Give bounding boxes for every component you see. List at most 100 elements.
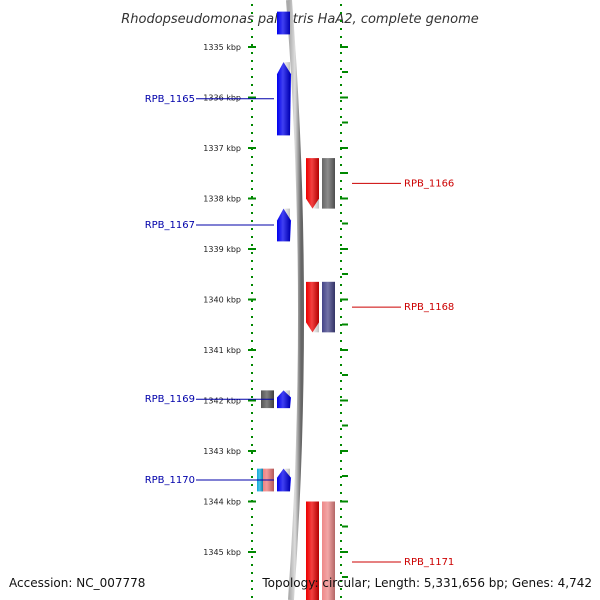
scale-dot [251, 548, 253, 550]
scale-dot [251, 4, 253, 6]
scale-dot [340, 124, 342, 126]
scale-dot [251, 380, 253, 382]
gene-rpb-1166-label[interactable]: RPB_1166 [404, 178, 454, 189]
scale-minor-tick [342, 475, 348, 477]
scale-dot [251, 372, 253, 374]
scale-tick-right [340, 147, 348, 149]
scale-dot [340, 516, 342, 518]
scale-dot [340, 476, 342, 478]
scale-dot [340, 236, 342, 238]
scale-minor-tick [342, 273, 348, 275]
scale-dot [251, 556, 253, 558]
scale-dot [251, 572, 253, 574]
scale-dot [251, 460, 253, 462]
genome-summary-text: Topology: circular; Length: 5,331,656 bp… [261, 576, 592, 590]
scale-dot [251, 252, 253, 254]
scale-dot [340, 468, 342, 470]
scale-tick-left [248, 349, 256, 351]
gene-rpb-1167[interactable] [277, 208, 291, 242]
scale-dot [340, 60, 342, 62]
scale-dot [340, 436, 342, 438]
scale-minor-tick [342, 222, 348, 225]
scale-tick-right [340, 248, 348, 250]
scale-dot [340, 572, 342, 574]
scale-tick-left [248, 46, 256, 48]
scale-dot [251, 532, 253, 534]
scale-dot [251, 52, 253, 54]
scale-dot [251, 508, 253, 510]
scale-dot [340, 340, 342, 342]
scale-dot [251, 436, 253, 438]
scale-dot [251, 140, 253, 142]
scale-tick-left [248, 399, 256, 402]
scale-dot [251, 260, 253, 262]
gene-rpb-1165-label[interactable]: RPB_1165 [145, 94, 195, 105]
gene-rpb-1167-label[interactable]: RPB_1167 [145, 220, 195, 231]
gene-rpb-1166[interactable] [306, 158, 319, 209]
scale-dot [251, 332, 253, 334]
scale-dot [251, 364, 253, 366]
scale-dot [340, 212, 342, 214]
scale-dot [251, 236, 253, 238]
scale-minor-tick [342, 172, 348, 174]
scale-minor-tick [342, 576, 348, 578]
scale-dot [251, 124, 253, 126]
scale-dot [340, 12, 342, 14]
scale-dot [340, 316, 342, 318]
scale-dot [340, 132, 342, 134]
gene-rpb-1170-label[interactable]: RPB_1170 [145, 475, 195, 486]
scale-dot [340, 252, 342, 254]
kbp-tick-label: 1338 kbp [203, 195, 241, 204]
scale-dot [251, 244, 253, 246]
gene-rpb-1168-label[interactable]: RPB_1168 [404, 302, 454, 313]
scale-dot [340, 308, 342, 310]
kbp-tick-label: 1344 kbp [203, 498, 241, 507]
scale-dot [251, 116, 253, 118]
scale-dot [251, 44, 253, 46]
gene-rpb-1170[interactable] [277, 468, 291, 492]
scale-dot [340, 508, 342, 510]
scale-dot [251, 340, 253, 342]
scale-dot [251, 420, 253, 422]
scale-dot [251, 188, 253, 190]
scale-dot [251, 396, 253, 398]
scale-dot [340, 412, 342, 414]
scale-dot [340, 380, 342, 382]
scale-dot [251, 596, 253, 598]
scale-tick-right [340, 500, 348, 503]
kbp-tick-label: 1337 kbp [203, 144, 241, 153]
gene-rpb-1169-label[interactable]: RPB_1169 [145, 394, 195, 405]
scale-dot [340, 420, 342, 422]
scale-tick-right [340, 399, 348, 402]
scale-dot [340, 540, 342, 542]
scale-dot [251, 228, 253, 230]
gene-rpb-1171-label[interactable]: RPB_1171 [404, 557, 454, 568]
scale-dot [340, 396, 342, 398]
scale-dot [251, 324, 253, 326]
left-dotted-scale [248, 4, 256, 598]
scale-dot [251, 588, 253, 590]
scale-dot [251, 524, 253, 526]
scale-dot [251, 164, 253, 166]
gene-rpb-1166-companion[interactable] [322, 158, 335, 209]
gene-rpb-1165[interactable] [277, 62, 291, 136]
scale-tick-left [248, 500, 256, 503]
scale-dot [251, 20, 253, 22]
scale-tick-right [340, 450, 348, 452]
gene-rpb-1168[interactable] [306, 281, 319, 333]
gene-labels: RPB_1165 RPB_1166 RPB_1167 RPB_1168 RPB_1169… [145, 94, 455, 568]
scale-dot [251, 284, 253, 286]
scale-minor-tick [342, 71, 348, 73]
scale-dot [340, 548, 342, 550]
scale-dot [251, 452, 253, 454]
scale-dot [251, 404, 253, 406]
scale-tick-left [248, 147, 256, 149]
right-dotted-scale [340, 4, 348, 598]
gene-top-partial[interactable] [277, 11, 290, 35]
scale-dot [251, 468, 253, 470]
kbp-tick-labels: 1335 kbp 1336 kbp 1337 kbp 1338 kbp 1339 kbp… [203, 43, 241, 557]
gene-rpb-1169[interactable] [277, 390, 291, 409]
scale-dot [251, 92, 253, 94]
gene-rpb-1168-companion[interactable] [322, 281, 335, 333]
scale-minor-tick [342, 323, 348, 326]
